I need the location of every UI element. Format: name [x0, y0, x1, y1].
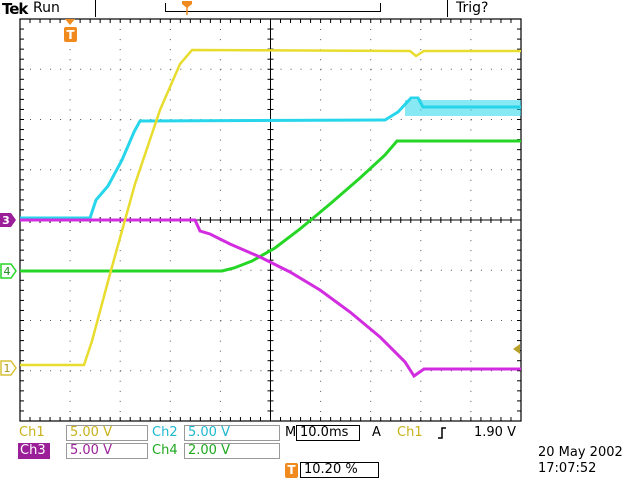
trigger-mode: A: [372, 425, 381, 440]
ch4-label[interactable]: Ch4: [152, 443, 178, 458]
ch1-trace: [20, 48, 521, 367]
trigger-level[interactable]: 1.90 V: [474, 425, 516, 440]
ch3-ground-marker[interactable]: 3: [0, 213, 16, 227]
ch3-scale[interactable]: 5.00 V: [66, 443, 148, 459]
trigger-source[interactable]: Ch1: [397, 425, 423, 440]
brand-logo: Tek: [2, 0, 28, 18]
divider: [447, 0, 448, 17]
ch4-trace: [20, 139, 521, 273]
ch1-scale[interactable]: 5.00 V: [66, 425, 148, 441]
trigger-position-label: T: [66, 28, 75, 42]
ch3-trace: [20, 218, 521, 379]
trigger-state: Trig?: [456, 0, 489, 16]
ch4-ground-marker[interactable]: 4: [0, 263, 17, 279]
top-status-bar: Tek Run Trig?: [0, 0, 640, 18]
ch2-label[interactable]: Ch2: [152, 425, 178, 440]
trigger-position-cursor-icon: [182, 1, 192, 15]
time: 17:07:52: [538, 461, 597, 476]
rising-edge-icon: [438, 427, 446, 439]
svg-text:4: 4: [4, 265, 11, 278]
trigger-position-badge: T: [285, 463, 298, 478]
ch1-ground-marker[interactable]: 1: [0, 360, 17, 376]
ch4-scale[interactable]: 2.00 V: [184, 443, 280, 459]
acquisition-state[interactable]: Run: [33, 0, 60, 16]
trigger-level-icon: [513, 344, 520, 354]
ch2-scale[interactable]: 5.00 V: [184, 425, 280, 441]
ch2-noise-band: [405, 100, 521, 116]
trigger-position-value[interactable]: 10.20 %: [300, 462, 379, 478]
ch1-label[interactable]: Ch1: [19, 425, 45, 440]
svg-text:1: 1: [4, 362, 11, 375]
divider: [95, 0, 96, 17]
ch2-trace: [20, 96, 521, 220]
trigger-position-marker: T: [64, 19, 77, 42]
ch3-label[interactable]: Ch3: [18, 443, 50, 459]
record-length-bar: [165, 3, 381, 12]
timebase-label: M: [285, 425, 297, 440]
svg-text:3: 3: [2, 214, 10, 227]
date: 20 May 2002: [538, 445, 623, 460]
timebase-value[interactable]: 10.0ms: [296, 425, 360, 441]
